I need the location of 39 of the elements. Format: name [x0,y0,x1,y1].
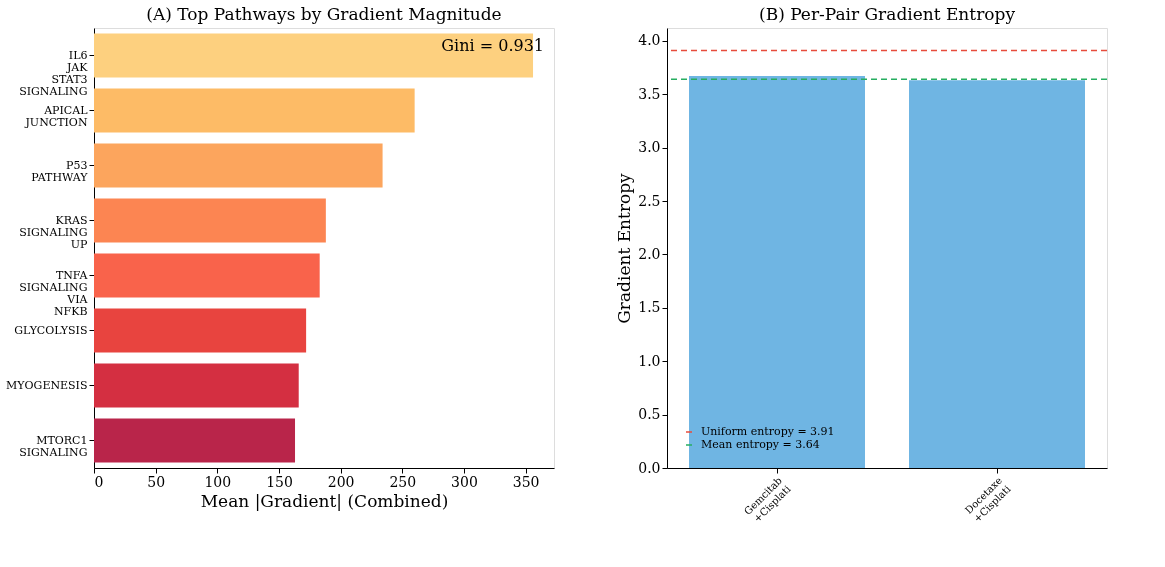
y-tick-label: 1.0 [638,352,661,369]
x-tick-label: 50 [147,473,166,490]
x-tick-label: 100 [204,473,232,490]
y-tick-label: IL6 JAK STAT3 SIGNALING [19,48,89,98]
bar [94,198,326,243]
x-tick-label: 250 [389,473,417,490]
x-tick-label: 300 [451,473,478,490]
bar [94,308,307,353]
bar [94,363,299,408]
y-tick-label: GLYCOLYSIS [14,323,88,337]
y-tick-label: KRAS SIGNALING UP [19,213,89,251]
legend-label: Uniform entropy = 3.91 [701,425,835,438]
x-tick-label: 350 [512,473,540,490]
legend-label: Mean entropy = 3.64 [701,438,820,451]
bar [94,253,320,298]
annotation: Gini = 0.931 [441,36,544,55]
y-tick-label: 2.5 [638,192,661,209]
y-tick-label: MYOGENESIS [6,378,88,392]
x-axis-title: Mean |Gradient| (Combined) [200,490,449,511]
y-tick-label: 0.5 [638,406,661,423]
y-axis-title: Gradient Entropy [614,172,635,324]
y-tick-label: 3.0 [638,139,661,156]
y-tick-label: TNFA SIGNALING VIA NFKB [19,268,89,318]
x-tick-label: 200 [327,473,355,490]
bar [94,143,383,188]
x-tick-label: 0 [94,473,104,490]
y-tick-label: MTORC1 SIGNALING [19,433,88,459]
y-tick-label: 4.0 [638,32,661,49]
y-tick-label: 2.0 [638,245,661,262]
y-tick-label: P53 PATHWAY [31,158,89,184]
x-tick-label: 150 [266,473,293,490]
y-tick-label: APICAL JUNCTION [24,103,89,129]
chart-title: (A) Top Pathways by Gradient Magnitude [146,4,502,24]
y-tick-label: 3.5 [638,85,661,102]
bar [94,418,296,463]
chart-title: (B) Per-Pair Gradient Entropy [759,4,1016,24]
y-tick-label: 0.0 [638,459,661,476]
y-tick-label: 1.5 [638,299,661,316]
bar [94,88,415,133]
